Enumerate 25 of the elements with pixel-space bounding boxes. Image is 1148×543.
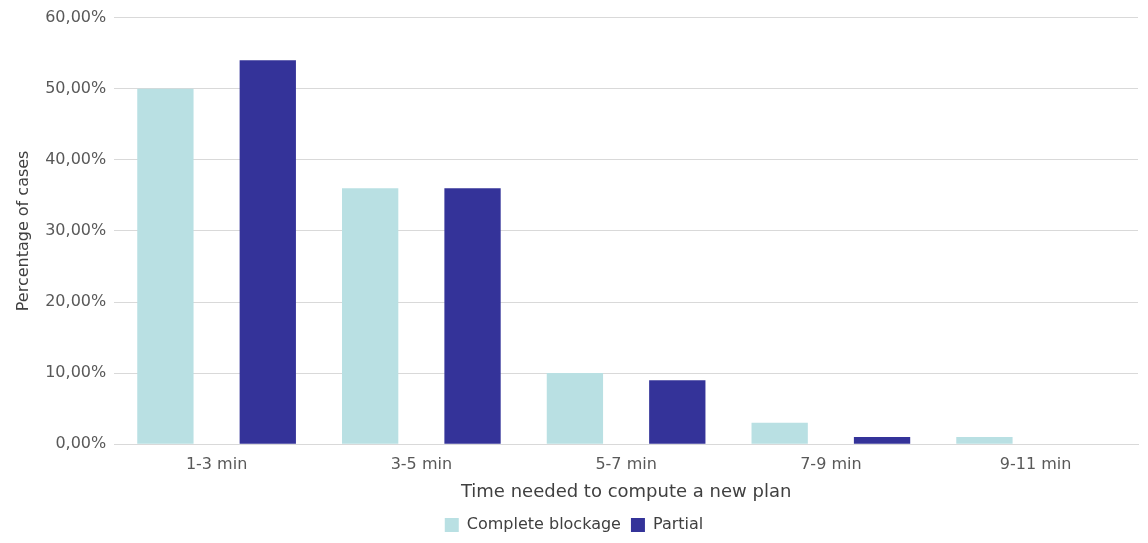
y-axis-title: Percentage of cases — [12, 150, 32, 312]
bar — [546, 373, 604, 444]
bar — [956, 437, 1013, 444]
x-tick-label: 1-3 min — [185, 453, 248, 473]
x-tick-label: 5-7 min — [595, 453, 657, 473]
x-tick-label: 9-11 min — [999, 453, 1072, 473]
legend-label: Partial — [652, 514, 704, 534]
bar — [444, 188, 501, 444]
bar — [853, 437, 911, 444]
y-tick-label: 50,00% — [45, 77, 107, 97]
y-tick-label: 40,00% — [45, 148, 107, 168]
x-tick-label: 3-5 min — [390, 453, 453, 473]
x-axis-title: Time needed to compute a new plan — [459, 479, 792, 501]
y-tick-label: 20,00% — [45, 291, 107, 311]
y-tick-label: 60,00% — [45, 6, 107, 26]
x-tick-label: 7-9 min — [800, 453, 862, 473]
legend-label: Complete blockage — [466, 514, 621, 534]
y-tick-label: 0,00% — [55, 433, 107, 453]
bar — [649, 380, 706, 444]
bar — [751, 422, 808, 444]
y-tick-label: 10,00% — [45, 362, 107, 382]
y-tick-label: 30,00% — [45, 220, 107, 240]
bar — [239, 60, 296, 444]
bar — [137, 88, 194, 444]
bar — [342, 188, 399, 444]
